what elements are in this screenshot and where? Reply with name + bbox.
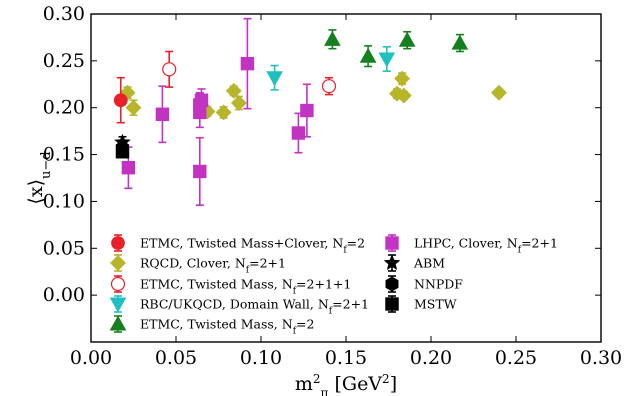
series-2	[162, 50, 337, 96]
legend-marker	[110, 255, 126, 271]
legend-item: NNPDF	[385, 275, 463, 293]
x-tick-label: 0.00	[70, 347, 112, 369]
x-tick-label: 0.30	[580, 347, 622, 369]
data-point	[125, 99, 142, 116]
data-point	[300, 103, 314, 118]
legend-label: MSTW	[414, 297, 457, 312]
legend-marker	[110, 276, 126, 292]
data-point	[324, 30, 341, 46]
data-point	[491, 84, 507, 101]
data-point	[215, 104, 232, 121]
y-axis-title: ⟨x⟩u−d	[25, 151, 54, 204]
legend-marker	[109, 315, 127, 331]
data-point	[121, 160, 136, 175]
data-point	[162, 62, 177, 77]
data-point	[291, 126, 306, 140]
data-point	[359, 47, 377, 63]
data-point	[193, 105, 207, 120]
legend-label: ETMC, Twisted Mass, Nf=2+1+1	[140, 277, 351, 297]
y-tick-label: 0.10	[43, 190, 85, 212]
y-tick-label: 0.05	[43, 237, 85, 259]
y-tick-label: 0.00	[43, 284, 85, 306]
legend-item: MSTW	[385, 295, 457, 313]
legend-label: ETMC, Twisted Mass+Clover, Nf=2	[140, 236, 365, 256]
legend-marker	[385, 236, 399, 250]
x-axis-title: m2π [GeV2]	[295, 372, 397, 396]
legend-marker	[385, 297, 399, 311]
data-point	[321, 79, 337, 94]
legend-item: ETMC, Twisted Mass, Nf=2	[109, 315, 314, 337]
series-0	[113, 76, 128, 124]
legend-item: ETMC, Twisted Mass+Clover, Nf=2	[111, 234, 365, 256]
legend-label: ABM	[413, 256, 445, 271]
legend-marker	[109, 297, 127, 313]
y-tick-label: 0.30	[43, 3, 85, 25]
data-point	[115, 145, 130, 159]
x-tick-label: 0.15	[325, 347, 367, 369]
data-point	[394, 70, 411, 87]
data-point	[395, 87, 412, 104]
data-point	[230, 95, 247, 111]
series-8	[115, 145, 130, 159]
data-point	[378, 52, 396, 68]
legend-item: ETMC, Twisted Mass, Nf=2+1+1	[110, 275, 351, 297]
legend-label: ETMC, Twisted Mass, Nf=2	[140, 317, 314, 337]
legend-marker	[385, 276, 399, 292]
x-tick-label: 0.20	[410, 347, 452, 369]
y-ticks: 0.00 0.05 0.10 0.15 0.20 0.25 0.30	[43, 3, 601, 306]
y-tick-label: 0.20	[43, 97, 85, 119]
data-point	[398, 31, 416, 47]
data-points	[113, 17, 507, 206]
data-point	[225, 82, 242, 99]
data-point	[266, 71, 283, 87]
legend-item: LHPC, Clover, Nf=2+1	[385, 234, 558, 256]
legend-item: ABM	[383, 254, 445, 272]
series-5	[121, 17, 314, 206]
legend-item: RBC/UKQCD, Domain Wall, Nf=2+1	[109, 295, 369, 317]
data-point	[240, 56, 255, 71]
data-point	[155, 107, 170, 121]
data-point	[193, 164, 207, 179]
series-4	[324, 29, 469, 68]
legend-marker	[111, 236, 125, 250]
legend-label: RBC/UKQCD, Domain Wall, Nf=2+1	[140, 297, 369, 317]
legend-label: LHPC, Clover, Nf=2+1	[414, 236, 558, 256]
data-point	[194, 93, 209, 107]
data-point	[113, 93, 128, 108]
legend-label: RQCD, Clover, Nf=2+1	[140, 256, 286, 276]
legend-label: NNPDF	[414, 277, 463, 292]
x-tick-label: 0.10	[240, 347, 282, 369]
series-3	[266, 45, 396, 91]
y-tick-label: 0.15	[43, 144, 85, 166]
data-point	[451, 34, 469, 50]
x-tick-label: 0.05	[155, 347, 197, 369]
y-tick-label: 0.25	[43, 50, 85, 72]
legend-marker	[383, 254, 401, 271]
x-tick-label: 0.25	[495, 347, 537, 369]
x-ticks: 0.00 0.05 0.10 0.15 0.20 0.25 0.30	[70, 14, 622, 369]
legend-item: RQCD, Clover, Nf=2+1	[110, 254, 286, 276]
